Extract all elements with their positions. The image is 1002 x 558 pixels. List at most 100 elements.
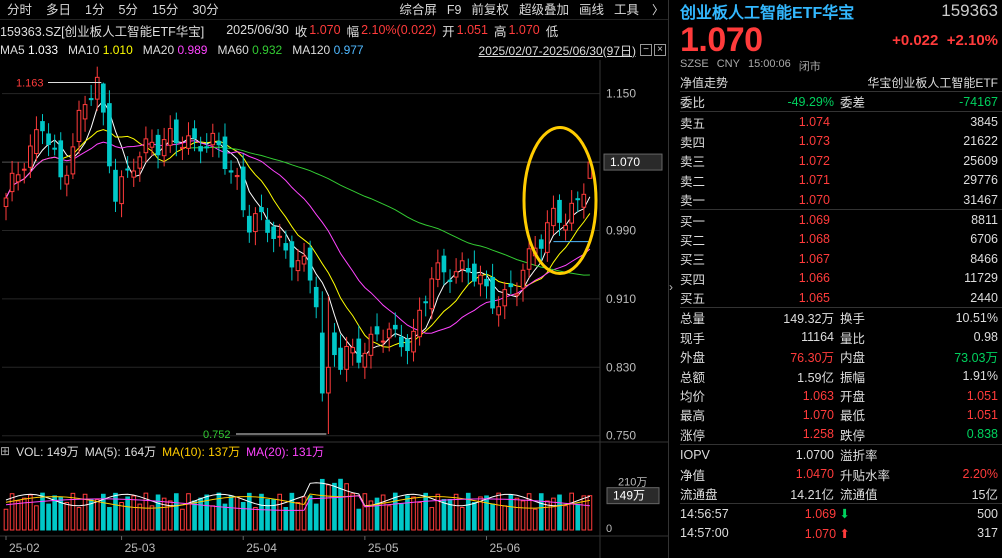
period-tabs: 分时 多日 1分 5分 15分 30分 xyxy=(0,0,226,20)
candle-body xyxy=(405,338,410,352)
volume-bar xyxy=(155,494,161,531)
candle-body xyxy=(253,213,258,233)
kline-chart[interactable]: 1.150 0.990 0.910 0.830 0.750 1.070 1.163 0.752… xyxy=(0,60,668,558)
volume-bar xyxy=(137,503,143,531)
tool-tab[interactable]: 超级叠加 xyxy=(518,2,569,17)
candle-body xyxy=(82,104,88,120)
low-label: 低 xyxy=(545,24,559,39)
volume-bar xyxy=(502,505,508,531)
stat-value: 1.051 xyxy=(966,388,998,403)
tick-time: 14:56:57 xyxy=(680,506,729,521)
ma-legend-item: MA10 1.010 xyxy=(68,43,133,57)
last-price: 1.070 xyxy=(680,20,763,59)
stat-value: 149.32万 xyxy=(783,312,834,327)
candle-body xyxy=(557,199,562,223)
candle-body xyxy=(88,98,94,101)
candle-body xyxy=(15,174,21,183)
period-tab[interactable]: 1分 xyxy=(85,2,105,17)
candle-body xyxy=(472,263,477,282)
candle-body xyxy=(131,170,137,178)
level-price: 1.067 xyxy=(798,251,830,266)
candle-body xyxy=(313,286,319,308)
candle-body xyxy=(399,336,404,348)
candle-body xyxy=(107,103,112,167)
minimize-icon[interactable]: − xyxy=(640,44,652,56)
order-book-row: 买一 1.069 8811 xyxy=(680,210,1002,229)
expand-panel-icon[interactable]: › xyxy=(669,280,673,294)
panel-divider[interactable] xyxy=(668,0,669,558)
volume-bar xyxy=(520,500,526,531)
candle-body xyxy=(502,289,508,307)
level-label: 买五 xyxy=(680,292,706,307)
volume-bar xyxy=(356,508,362,531)
x-axis-label: 25-03 xyxy=(125,541,156,555)
ask-book: 卖五 1.074 3845 卖四 1.073 21622 卖三 1.072 25609 卖二 1.0… xyxy=(680,112,1002,209)
tool-tab[interactable]: F9 xyxy=(446,2,462,17)
period-tab[interactable]: 30分 xyxy=(192,2,219,17)
volume-bar xyxy=(192,500,197,531)
volume-bar xyxy=(350,493,356,531)
tool-tab[interactable]: 前复权 xyxy=(471,2,509,17)
moving-average-legend: MA5 1.033 MA10 1.010 MA20 0.989 MA60 0.932 M… xyxy=(0,41,668,59)
vol-ma20: MA(20): 131万 xyxy=(246,444,325,459)
stat-label: 溢折率 xyxy=(840,449,878,464)
level-label: 卖五 xyxy=(680,116,706,131)
stat-row: 外盘 76.30万 内盘 73.03万 xyxy=(680,347,1002,366)
volume-bar xyxy=(538,493,544,531)
close-icon[interactable]: × xyxy=(654,44,666,56)
trade-ticks: 14:56:57 1.069 ⬇ 500 14:57:00 1.070 ⬆ 317 xyxy=(680,504,1002,543)
level-volume: 8466 xyxy=(970,251,998,266)
stat-value: 0.98 xyxy=(973,330,998,345)
stat-value: 1.0700 xyxy=(795,447,834,462)
arrow-up-icon: ⬆ xyxy=(836,526,850,541)
open-value: 1.051 xyxy=(456,23,488,37)
candle-body xyxy=(459,260,465,270)
volume-bar xyxy=(180,508,185,531)
chevron-right-icon[interactable]: 〉 xyxy=(651,3,664,17)
volume-bar xyxy=(569,492,574,531)
date-range-link[interactable]: 2025/02/07-2025/06/30(97日) xyxy=(478,43,636,58)
volume-legend: ⊞ VOL: 149万 MA(5): 164万 MA(10): 137万 MA(… xyxy=(0,443,668,459)
volume-bar xyxy=(307,495,313,531)
stat-value: 15亿 xyxy=(971,488,998,502)
candle-body xyxy=(9,172,15,193)
candle-body xyxy=(374,326,380,335)
moving-average-lines xyxy=(5,99,591,357)
period-tab[interactable]: 分时 xyxy=(7,2,33,17)
tool-tab[interactable]: 工具 xyxy=(613,2,639,17)
volume-bar xyxy=(82,493,88,531)
weibi-value: -49.29% xyxy=(787,94,834,109)
level-volume: 6706 xyxy=(970,232,998,247)
candle-body xyxy=(392,324,398,330)
volume-bar xyxy=(222,503,228,531)
stat-label: 净值 xyxy=(680,468,706,483)
change-percent: +2.10% xyxy=(946,31,998,49)
period-tab[interactable]: 5分 xyxy=(118,2,138,17)
range-label: 幅 xyxy=(346,24,360,39)
volume-bar xyxy=(210,505,216,531)
volume-bar xyxy=(472,502,477,531)
collapse-icon[interactable]: ⊞ xyxy=(0,444,11,458)
quote-title-bar: 159363.SZ[创业板人工智能ETF华宝] 2025/06/30 收 1.0… xyxy=(0,20,668,40)
candle-body xyxy=(423,301,429,304)
candle-body xyxy=(429,278,435,310)
volume-bar xyxy=(265,499,270,531)
tick-volume: 500 xyxy=(977,506,998,521)
candle-body xyxy=(478,274,483,285)
volume-bar xyxy=(557,494,562,531)
tab-nav-trend[interactable]: 净值走势 xyxy=(680,76,729,90)
tab-fund-name[interactable]: 华宝创业板人工智能ETF xyxy=(867,76,998,90)
volume-bar xyxy=(417,501,422,531)
volume-bar xyxy=(392,492,398,531)
period-tab[interactable]: 多日 xyxy=(46,2,72,17)
tool-tab[interactable]: 画线 xyxy=(578,2,604,17)
vol-ma10: MA(10): 137万 xyxy=(162,444,241,459)
order-ratio-row: 委比 -49.29% 委差 -74167 xyxy=(680,92,1002,111)
period-tab[interactable]: 15分 xyxy=(151,2,179,17)
trade-stats: 总量 149.32万 换手 10.51% 现手 11164 量比 0.98 外盘 76.30万 内盘… xyxy=(680,308,1002,444)
stat-value: 73.03万 xyxy=(954,351,998,366)
tool-tab[interactable]: 综合屏 xyxy=(399,2,437,17)
stat-row: 涨停 1.258 跌停 0.838 xyxy=(680,425,1002,444)
high-value: 1.070 xyxy=(508,23,540,37)
candle-body xyxy=(204,146,210,149)
